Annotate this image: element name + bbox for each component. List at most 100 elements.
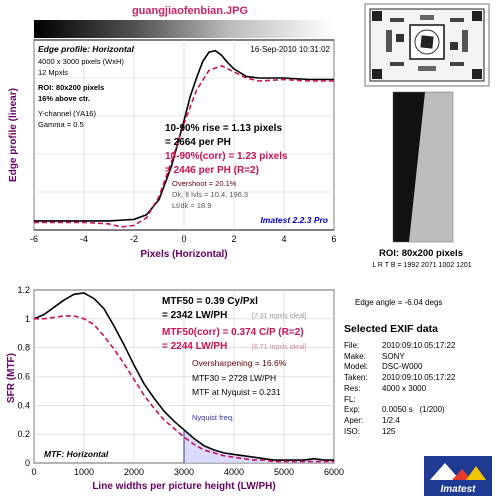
- mtf-y-ticks: 0 0.2 0.4 0.6 0.8 1 1.2: [17, 285, 30, 468]
- exif-label: Model:: [344, 362, 369, 372]
- edge-levels: Dk, lt lvls = 10.4, 196.3: [172, 190, 248, 199]
- mtf50-line-2: = 2342 LW/PH: [162, 310, 227, 321]
- edge-ltdk: Lt/dk = 18.9: [172, 201, 211, 210]
- edge-corr-line-2: = 2446 per PH (R=2): [165, 165, 259, 176]
- exif-value: DSC-W000: [382, 362, 423, 372]
- edge-x-tick-label: -2: [130, 234, 138, 244]
- exif-value: 0.0050 s (1/200): [382, 405, 445, 415]
- mtf-series: [33, 292, 334, 463]
- edge-profile-line: [34, 49, 334, 222]
- exif-row: Res: 4000 x 3000: [344, 384, 426, 393]
- mtf-x-tick-label: 4000: [224, 467, 244, 477]
- mtf-x-tick-label: 1000: [74, 467, 94, 477]
- edge-brand: Imatest 2.2.3 Pro: [260, 215, 328, 225]
- mtf50-corr-line-1: MTF50(corr) = 0.374 C/P (R=2): [162, 327, 304, 338]
- edge-profile-corrected-line: [34, 64, 334, 228]
- exif-label: Exp:: [344, 405, 361, 415]
- edge-x-tick-label: 2: [231, 234, 236, 244]
- roi-image: [392, 91, 454, 243]
- mtf30: MTF30 = 2728 LW/PH: [192, 373, 276, 383]
- roi-lrtb: L R T B = 1992 2071 1002 1201: [372, 262, 471, 269]
- edge-x-tick-label: -6: [30, 234, 38, 244]
- edge-angle: Edge angle = -6.04 degs: [355, 298, 442, 307]
- mtf50-corr-line-2: = 2244 LW/PH: [162, 341, 227, 352]
- edge-grid: [33, 40, 335, 230]
- edge-panel-title: Edge profile: Horizontal: [38, 44, 135, 54]
- edge-rise-line-1: 10-90% rise = 1.13 pixels: [165, 123, 282, 134]
- exif-value: 2010:09:10 05:17:22: [382, 341, 456, 350]
- edge-roi-line-1: ROI: 80x200 pixels: [38, 83, 104, 92]
- exif-row: Model: DSC-W000: [344, 362, 422, 371]
- edge-corr-line-1: 10-90%(corr) = 1.23 pixels: [165, 151, 288, 162]
- mtf50-corr-ideal: [6.71 mpxls ideal]: [252, 344, 307, 351]
- exif-row: Aper: 1/2.4: [344, 416, 400, 425]
- mtf-corrected-line: [34, 315, 334, 463]
- gradient-strip: [34, 20, 334, 38]
- test-chart-thumbnail: [364, 3, 490, 87]
- exif-value: SONY: [382, 351, 405, 361]
- mtf-panel-title: MTF: Horizontal: [44, 449, 109, 459]
- mtf-x-tick-label: 6000: [324, 467, 344, 477]
- nyquist-label: Nyquist freq.: [192, 413, 234, 422]
- exif-label: Aper:: [344, 415, 364, 425]
- edge-x-axis-label: Pixels (Horizontal): [140, 249, 227, 260]
- edge-roi-line-2: 16% above ctr.: [38, 94, 90, 103]
- edge-x-tick-label: 4: [281, 234, 286, 244]
- edge-timestamp: 16-Sep-2010 10:31:02: [250, 45, 330, 54]
- mtf-y-tick-label: 0: [25, 458, 30, 468]
- mtf-at-nyquist: MTF at Nyquist = 0.231: [192, 387, 281, 397]
- edge-info-line-1: 4000 x 3000 pixels (WxH): [38, 57, 124, 66]
- exif-label: ISO:: [344, 426, 361, 436]
- exif-label: Taken:: [344, 373, 368, 383]
- exif-label: FL:: [344, 394, 356, 404]
- edge-profile-panel: -6 -4 -2 0 2 4 6 Edge profile: Horizontal 16-S…: [8, 39, 337, 260]
- mtf-x-tick-label: 2000: [124, 467, 144, 477]
- exif-row: FL:: [344, 395, 382, 404]
- edge-rise-line-2: = 2664 per PH: [165, 137, 231, 148]
- mtf-x-axis-label: Line widths per picture height (LW/PH): [92, 481, 275, 492]
- edge-gamma-line: Gamma = 0.5: [38, 120, 84, 129]
- roi-title: ROI: 80x200 pixels: [379, 248, 463, 259]
- exif-title: Selected EXIF data: [344, 323, 438, 335]
- exif-value: 4000 x 3000: [382, 383, 427, 393]
- exif-label: Res:: [344, 383, 361, 393]
- mtf-y-tick-label: 0.4: [17, 400, 30, 410]
- mtf-y-tick-label: 1.2: [17, 285, 30, 295]
- exif-label: Make:: [344, 351, 366, 361]
- mtf50-line-1: MTF50 = 0.39 Cy/Pxl: [162, 296, 258, 307]
- edge-channel-line: Y-channel (YA16): [38, 109, 96, 118]
- logo-text: Imatest: [440, 484, 476, 495]
- mtf-line: [33, 292, 334, 461]
- exif-label: File:: [344, 341, 360, 350]
- mtf-x-tick-label: 5000: [274, 467, 294, 477]
- mtf50-ideal: [7.31 mpxls ideal]: [252, 313, 307, 320]
- mtf-x-tick-label: 3000: [174, 467, 194, 477]
- edge-overshoot: Overshoot = 20.1%: [172, 179, 237, 188]
- exif-row: Make: SONY: [344, 352, 405, 361]
- mtf-y-tick-label: 0.8: [17, 343, 30, 353]
- exif-value: 2010:09:10 05:17:22: [382, 373, 456, 383]
- edge-x-ticks: -6 -4 -2 0 2 4 6: [30, 234, 337, 244]
- mtf-panel: 0 1000 2000 3000 4000 5000 6000 0 0.2 0.4 0.6 0.8 1…: [6, 285, 344, 492]
- exif-row: ISO: 125: [344, 427, 395, 436]
- mtf-x-ticks: 0 1000 2000 3000 4000 5000 6000: [31, 467, 344, 477]
- exif-row: Exp: 0.0050 s (1/200): [344, 405, 445, 414]
- filename-title: guangjiaofenbian.JPG: [132, 5, 248, 17]
- exif-value: 125: [382, 426, 396, 436]
- mtf-y-tick-label: 0.2: [17, 429, 30, 439]
- imatest-logo: Imatest: [424, 456, 492, 496]
- edge-x-tick-label: -4: [80, 234, 88, 244]
- mtf-x-tick-label: 0: [31, 467, 36, 477]
- edge-x-tick-label: 6: [331, 234, 336, 244]
- mtf-y-tick-label: 0.6: [17, 372, 30, 382]
- edge-y-axis-label: Edge profile (linear): [8, 88, 19, 182]
- exif-row: Taken: 2010:09:10 05:17:22: [344, 373, 455, 382]
- exif-row: File: 2010:09:10 05:17:22: [344, 341, 455, 350]
- oversharpening: Oversharpening = 16.6%: [192, 358, 287, 368]
- mtf-y-tick-label: 1: [25, 314, 30, 324]
- edge-info-line-2: 12 Mpxls: [38, 68, 68, 77]
- edge-series: [34, 49, 334, 228]
- mtf-y-axis-label: SFR (MTF): [6, 353, 17, 403]
- edge-x-tick-label: 0: [181, 234, 186, 244]
